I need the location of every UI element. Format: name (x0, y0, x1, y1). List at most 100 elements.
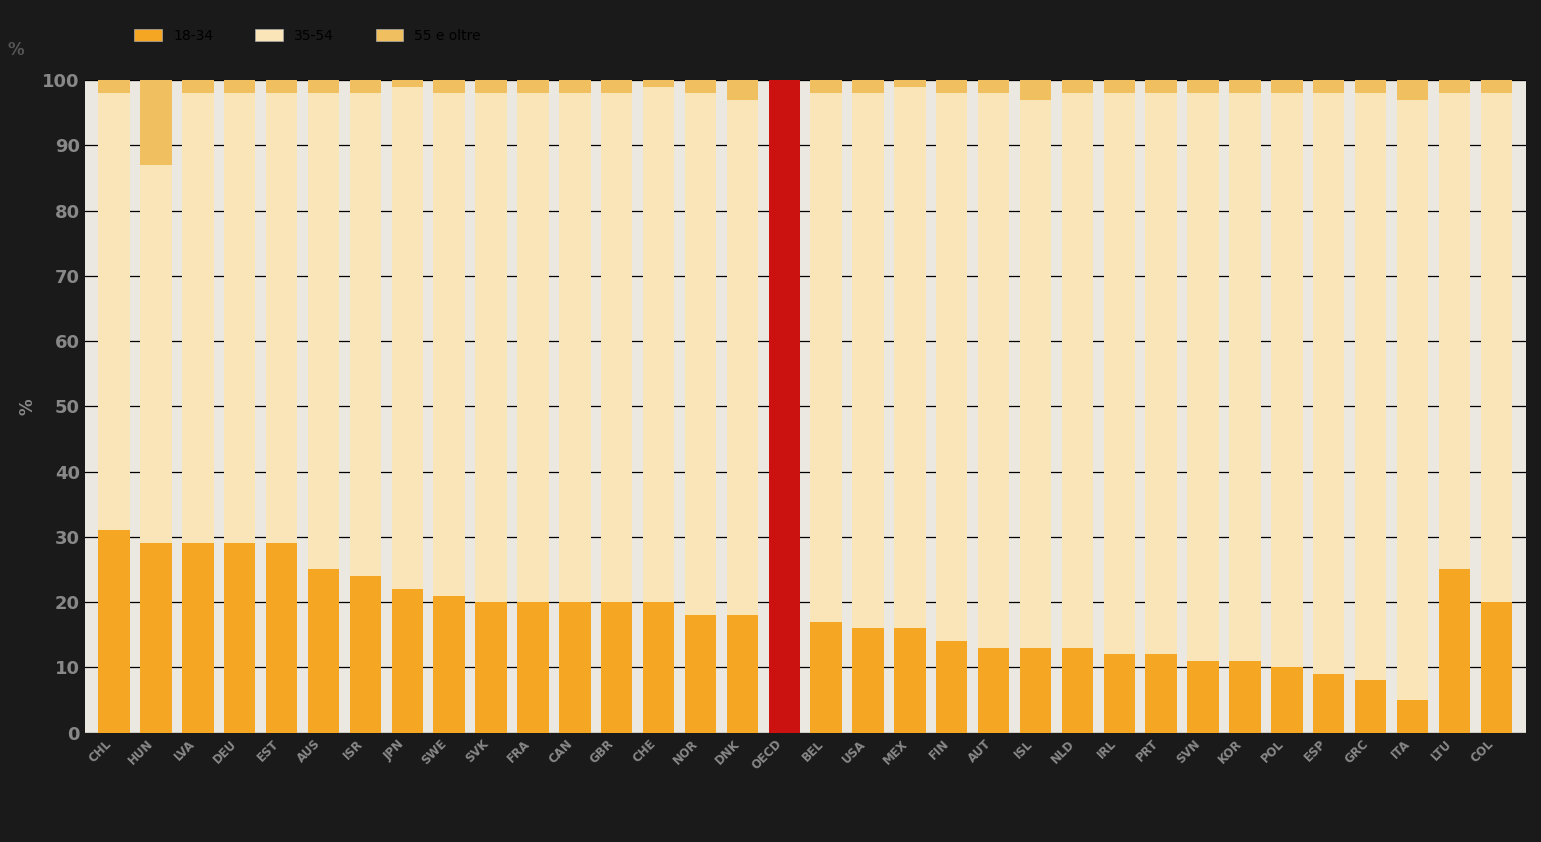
Bar (894, 80, 926, 87)
Bar (99, 530, 129, 733)
Bar (1103, 654, 1136, 733)
Bar (350, 576, 381, 733)
Text: %: % (8, 41, 25, 59)
Bar (727, 80, 758, 99)
Bar (391, 87, 422, 589)
Bar (559, 80, 590, 93)
Bar (99, 93, 129, 530)
Bar (727, 99, 758, 615)
Bar (267, 543, 297, 733)
Bar (1439, 569, 1470, 733)
Legend: 18-34, 35-54, 55 e oltre: 18-34, 35-54, 55 e oltre (131, 24, 485, 47)
Bar (935, 80, 968, 93)
Bar (1020, 647, 1051, 733)
Bar (1396, 99, 1429, 700)
Bar (182, 543, 214, 733)
Bar (1188, 93, 1219, 661)
Bar (475, 602, 507, 733)
Bar (1230, 80, 1261, 93)
Bar (267, 93, 297, 543)
Bar (979, 80, 1009, 93)
Bar (518, 93, 549, 602)
Bar (684, 615, 717, 733)
Bar (1439, 93, 1470, 569)
Bar (1020, 80, 1051, 99)
Bar (140, 80, 171, 165)
Bar (223, 543, 256, 733)
Bar (140, 543, 171, 733)
Bar (811, 621, 841, 733)
Bar (852, 628, 883, 733)
Bar (601, 602, 632, 733)
Bar (1103, 93, 1136, 654)
Bar (1271, 667, 1302, 733)
Bar (99, 80, 129, 93)
Bar (433, 93, 465, 595)
Bar (1313, 93, 1344, 674)
Bar (391, 589, 422, 733)
Bar (267, 80, 297, 93)
Bar (979, 647, 1009, 733)
Bar (852, 93, 883, 628)
Bar (1355, 680, 1387, 733)
Bar (223, 93, 256, 543)
Bar (1355, 80, 1387, 93)
Bar (350, 80, 381, 93)
Bar (1313, 80, 1344, 93)
Bar (643, 80, 675, 87)
Bar (684, 93, 717, 615)
Bar (433, 595, 465, 733)
Bar (1481, 602, 1512, 733)
Bar (433, 80, 465, 93)
Bar (1188, 80, 1219, 93)
Bar (1230, 93, 1261, 661)
Bar (684, 80, 717, 93)
Bar (1020, 99, 1051, 647)
Bar (391, 80, 422, 87)
Bar (935, 93, 968, 642)
Bar (1271, 80, 1302, 93)
Bar (308, 80, 339, 93)
Bar (308, 93, 339, 569)
Bar (1313, 674, 1344, 733)
Bar (1062, 93, 1093, 647)
Bar (811, 93, 841, 621)
Bar (308, 569, 339, 733)
Bar (1145, 80, 1177, 93)
Bar (182, 93, 214, 543)
Bar (1062, 80, 1093, 93)
Bar (935, 642, 968, 733)
Bar (811, 80, 841, 93)
Bar (769, 80, 800, 217)
Bar (559, 93, 590, 602)
Bar (601, 80, 632, 93)
Bar (1145, 93, 1177, 654)
Bar (727, 615, 758, 733)
Bar (894, 628, 926, 733)
Bar (601, 93, 632, 602)
Bar (894, 87, 926, 628)
Bar (475, 80, 507, 93)
Bar (1396, 80, 1429, 99)
Y-axis label: %: % (18, 398, 37, 414)
Bar (1355, 93, 1387, 680)
Bar (140, 165, 171, 543)
Bar (643, 87, 675, 602)
Bar (475, 93, 507, 602)
Bar (1145, 654, 1177, 733)
Bar (1188, 661, 1219, 733)
Bar (182, 80, 214, 93)
Bar (769, 217, 800, 621)
Bar (518, 80, 549, 93)
Bar (518, 602, 549, 733)
Bar (1271, 93, 1302, 667)
Bar (559, 602, 590, 733)
Bar (1396, 700, 1429, 733)
Bar (1481, 93, 1512, 602)
Bar (852, 80, 883, 93)
Bar (223, 80, 256, 93)
Bar (769, 621, 800, 733)
Bar (643, 602, 675, 733)
Bar (1062, 647, 1093, 733)
Bar (1481, 80, 1512, 93)
